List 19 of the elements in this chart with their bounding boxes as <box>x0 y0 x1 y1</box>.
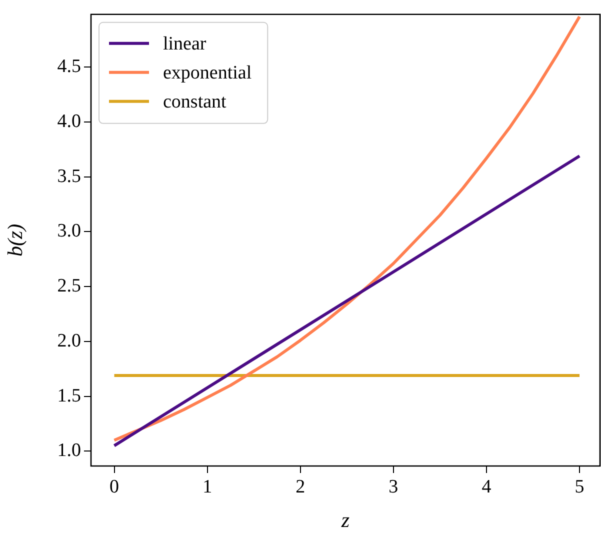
y-axis-title: b(z) <box>3 224 28 257</box>
x-tick-label: 1 <box>202 476 212 498</box>
y-tick-label: 1.0 <box>57 440 81 462</box>
y-tick-label: 3.0 <box>57 220 81 242</box>
y-tick-label: 1.5 <box>57 385 81 406</box>
legend-label: constant <box>163 91 228 112</box>
x-tick-label: 3 <box>388 476 398 498</box>
x-tick-label: 4 <box>482 476 492 498</box>
x-tick-label: 2 <box>296 476 306 498</box>
x-tick-label: 5 <box>574 476 584 498</box>
y-tick-label: 3.5 <box>57 166 81 187</box>
y-tick-label: 4.0 <box>57 110 81 132</box>
legend-label: exponential <box>163 62 252 84</box>
y-tick-label: 2.0 <box>57 330 81 352</box>
legend-label: linear <box>163 33 207 54</box>
y-tick-label: 2.5 <box>57 276 81 297</box>
x-axis-title: z <box>340 508 350 532</box>
y-tick-label: 4.5 <box>57 56 81 78</box>
x-tick-label: 0 <box>110 476 120 498</box>
